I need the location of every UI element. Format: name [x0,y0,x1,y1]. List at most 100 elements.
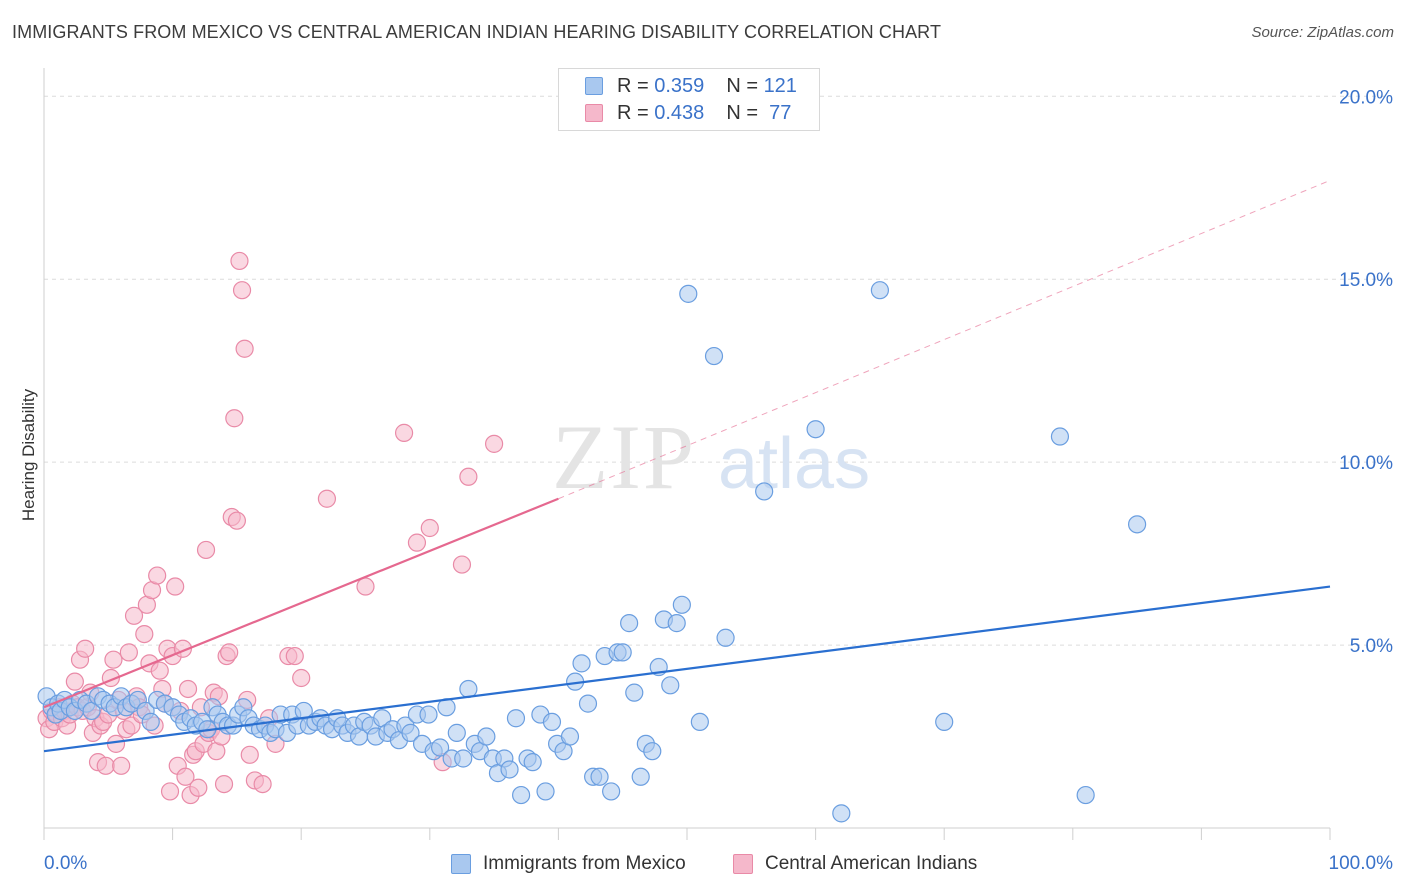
trend-lines [43,179,1331,753]
mexico-point [625,683,644,702]
series-legend: Immigrants from Mexico Central American … [0,851,1406,879]
immigrants-from-mexico-points [37,281,1147,823]
mexico-trend-line [43,585,1331,753]
mexico-point [755,482,774,501]
legend-label-mexico: Immigrants from Mexico [483,853,686,874]
mexico-point [578,694,598,713]
legend-row-mexico: R = 0.359 N = 121 [585,74,797,98]
legend-n-value: 121 [763,74,797,97]
stats-legend: R = 0.359 N = 121 R = 0.438 N = 77 [558,68,820,131]
mexico-point [704,346,724,366]
cai-point [106,734,126,753]
cai-point [220,643,239,662]
mexico-point [832,804,851,823]
cai-point [232,281,252,300]
legend-row-cai: R = 0.438 N = 77 [585,101,791,125]
cai-point [420,518,439,538]
cai-point [285,646,304,666]
mexico-point [1050,427,1070,446]
cai-point [356,577,375,596]
cai-point [160,782,180,801]
mexico-point [536,782,555,801]
mexico-point [500,760,519,779]
cai-point [148,566,167,585]
chart-title: IMMIGRANTS FROM MEXICO VS CENTRAL AMERIC… [12,22,942,42]
cai-point [253,774,272,794]
legend-n-value: 77 [769,101,792,124]
legend-item-mexico: Immigrants from Mexico [451,853,686,875]
legend-swatch-blue [585,77,603,95]
cai-point [317,489,337,508]
mexico-point [613,643,632,662]
y-tick-label: 20.0% [1339,87,1393,108]
legend-n-label: N = [726,101,758,124]
mexico-point [806,420,825,439]
cai-point [394,423,414,442]
mexico-point [661,676,680,695]
cai-point [150,661,169,680]
mexico-point [716,628,735,647]
cai-point [225,409,244,428]
mexico-point [602,782,621,801]
cai-point [96,756,115,775]
cai-point [166,577,185,596]
mexico-point [672,595,691,614]
mexico-point [620,614,639,633]
mexico-point [477,727,496,746]
watermark-atlas: atlas [718,424,870,504]
cai-point [230,251,249,271]
legend-swatch-pink [585,104,603,122]
mexico-point [454,749,473,768]
x-tick-label: 100.0% [1329,853,1394,874]
mexico-point [419,705,438,724]
mexico-point [560,727,580,746]
mexico-point [1076,785,1095,805]
mexico-point [643,742,662,761]
cai-point [189,778,208,797]
legend-r-value: 0.359 [654,74,705,97]
mexico-point [1127,515,1147,534]
grid-lines [44,95,1392,646]
cai-trend-extension [558,179,1331,500]
mexico-point [523,753,542,772]
mexico-point [141,712,160,732]
watermark-zip: ZIP [552,406,696,508]
mexico-point [870,281,890,300]
legend-r-label: R = [617,101,649,124]
legend-label-cai: Central American Indians [765,853,978,874]
legend-r-value: 0.438 [654,101,705,124]
mexico-point [572,654,591,673]
cai-point [104,650,123,669]
mexico-point [667,614,686,633]
cai-point [178,679,198,699]
y-axis-tick-labels: 5.0% 10.0% 15.0% 20.0% [1339,87,1393,657]
cai-point [459,467,478,486]
cai-point [176,767,195,786]
mexico-point [447,723,466,742]
mexico-point [401,723,420,742]
mexico-point [679,284,698,303]
mexico-point [690,712,709,732]
x-axis-ticks [43,828,1331,840]
cai-point [407,533,427,552]
legend-r-label: R = [617,74,649,97]
cai-point [76,639,95,658]
mexico-point [512,785,531,805]
cai-point [196,540,216,560]
source-credit: Source: ZipAtlas.com [1251,24,1394,41]
legend-swatch-blue [451,854,471,874]
mexico-point [459,679,478,699]
cai-point [292,668,311,688]
cai-trend-line [43,497,559,709]
x-axis-tick-labels: 0.0% 100.0% [44,853,1393,874]
y-tick-label: 15.0% [1339,270,1393,291]
x-tick-label: 0.0% [44,853,87,874]
mexico-point [631,767,650,786]
cai-point [214,774,234,794]
y-tick-label: 5.0% [1350,636,1393,657]
cai-point [452,555,472,574]
cai-point [235,339,254,358]
mexico-point [590,767,609,786]
cai-point [119,643,138,662]
